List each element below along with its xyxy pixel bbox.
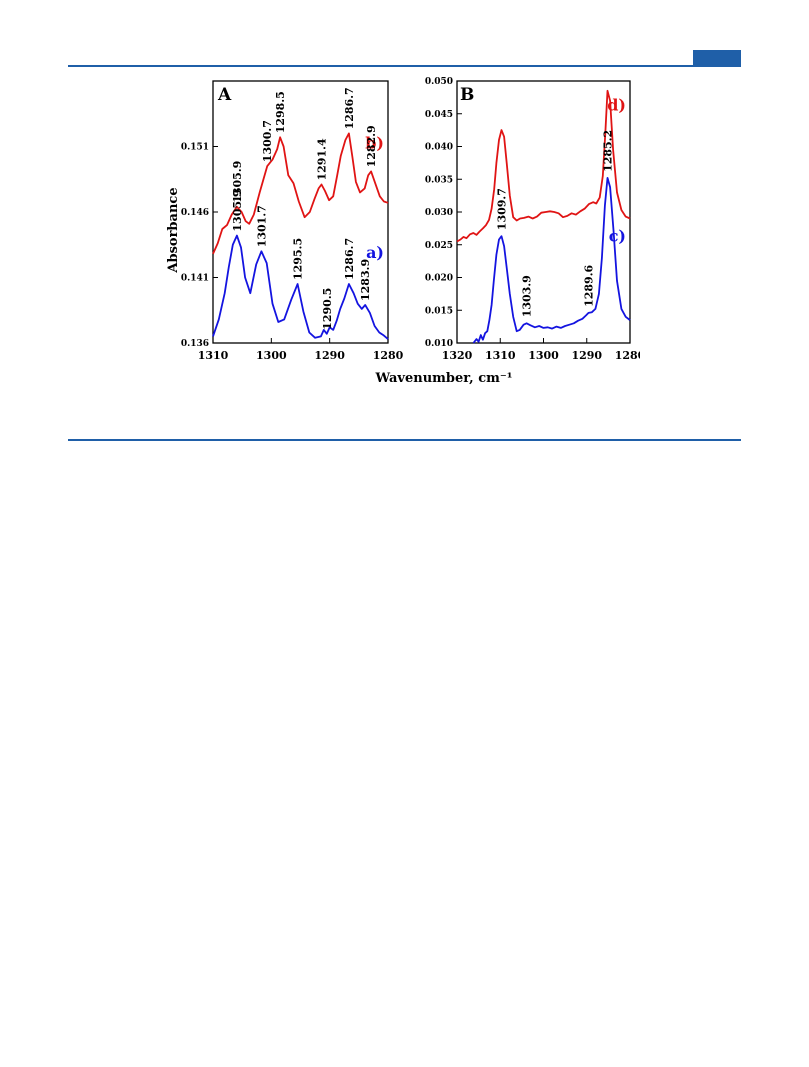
panel-a-y-tick-label: 0.141	[181, 274, 209, 284]
panel-b-y-tick-label: 0.040	[425, 143, 453, 153]
panel-a-series-label: b)	[365, 133, 384, 152]
panel-b-series-label: c)	[609, 226, 626, 245]
panel-b-y-tick-label: 0.010	[425, 339, 453, 349]
panel-b-series-d	[456, 89, 631, 243]
panel-b-y-tick-label: 0.035	[425, 175, 453, 185]
panel-a-peak-label: 1286.7	[343, 238, 356, 280]
panel-b-y-tick-label: 0.050	[425, 77, 453, 87]
panel-a-x-tick-label: 1300	[256, 349, 287, 362]
panel-b-letter: B	[460, 85, 474, 105]
x-axis-title: Wavenumber, cm⁻¹	[375, 371, 513, 386]
panel-a-letter: A	[217, 85, 232, 105]
panel-b-y-tick-label: 0.020	[425, 274, 453, 284]
header-accent-block	[693, 50, 741, 66]
panel-a-series-label: a)	[366, 243, 384, 262]
panel-b-peak-label: 1303.9	[521, 275, 534, 317]
panel-b-peak-label: 1309.7	[496, 188, 509, 230]
panel-a-y-axis-title: Absorbance	[166, 187, 181, 273]
panel-b-x-tick-label: 1310	[485, 349, 516, 362]
panel-a-peak-label: 1298.5	[274, 91, 287, 133]
header-rule	[68, 65, 741, 67]
panel-b-peak-label: 1285.2	[602, 130, 615, 172]
panel-a-peak-label: 1300.7	[261, 120, 274, 162]
panel-a-y-tick-label: 0.146	[181, 208, 209, 218]
panel-a-peak-label: 1290.5	[321, 288, 334, 330]
panel-b-y-tick-label: 0.025	[425, 241, 453, 251]
panel-a-peak-label: 1286.7	[343, 87, 356, 129]
panel-b-series-c	[472, 177, 631, 344]
panel-b-x-tick-label: 1290	[571, 349, 602, 362]
panel-b-peak-label: 1289.6	[583, 264, 596, 306]
panel-a-x-tick-label: 1280	[373, 349, 404, 362]
panel-a-peak-label: 1301.7	[255, 205, 268, 247]
panel-a-peak-label: 1295.5	[292, 238, 305, 280]
panel-b-y-tick-label: 0.045	[425, 110, 453, 120]
panel-a-y-tick-label: 0.151	[181, 143, 209, 153]
panel-a-x-tick-label: 1290	[314, 349, 345, 362]
panel-b-y-tick-label: 0.030	[425, 208, 453, 218]
panel-a-series-a	[212, 234, 389, 340]
panel-b-x-tick-label: 1320	[442, 349, 473, 362]
panel-b: B 1320 1310 1300 1290 1280 0.010 0.015 0.020 0.0…	[425, 77, 640, 362]
panel-a-peak-label: 1283.9	[359, 259, 372, 301]
panel-b-y-tick-label: 0.015	[425, 306, 453, 316]
panel-b-x-tick-label: 1300	[528, 349, 559, 362]
panel-a-series-b	[212, 132, 389, 255]
panel-b-x-tick-label: 1280	[615, 349, 640, 362]
panel-a-peak-label: 1291.4	[316, 138, 329, 180]
panel-a: Absorbance A 1310 1300 1290 1280 0.136 0.141 0…	[166, 80, 404, 362]
panel-b-series-label: d)	[607, 95, 626, 114]
panel-a-peak-label: 1305.9	[231, 189, 244, 231]
panel-a-x-tick-label: 1310	[198, 349, 229, 362]
ftir-spectra-figure: Absorbance A 1310 1300 1290 1280 0.136 0.141 0…	[166, 77, 640, 386]
panel-a-peak-label: 1282.9	[365, 125, 378, 167]
panel-a-y-tick-label: 0.136	[181, 339, 209, 349]
footer-rule	[68, 439, 741, 441]
panel-a-peak-label: 1305.9	[231, 161, 244, 203]
